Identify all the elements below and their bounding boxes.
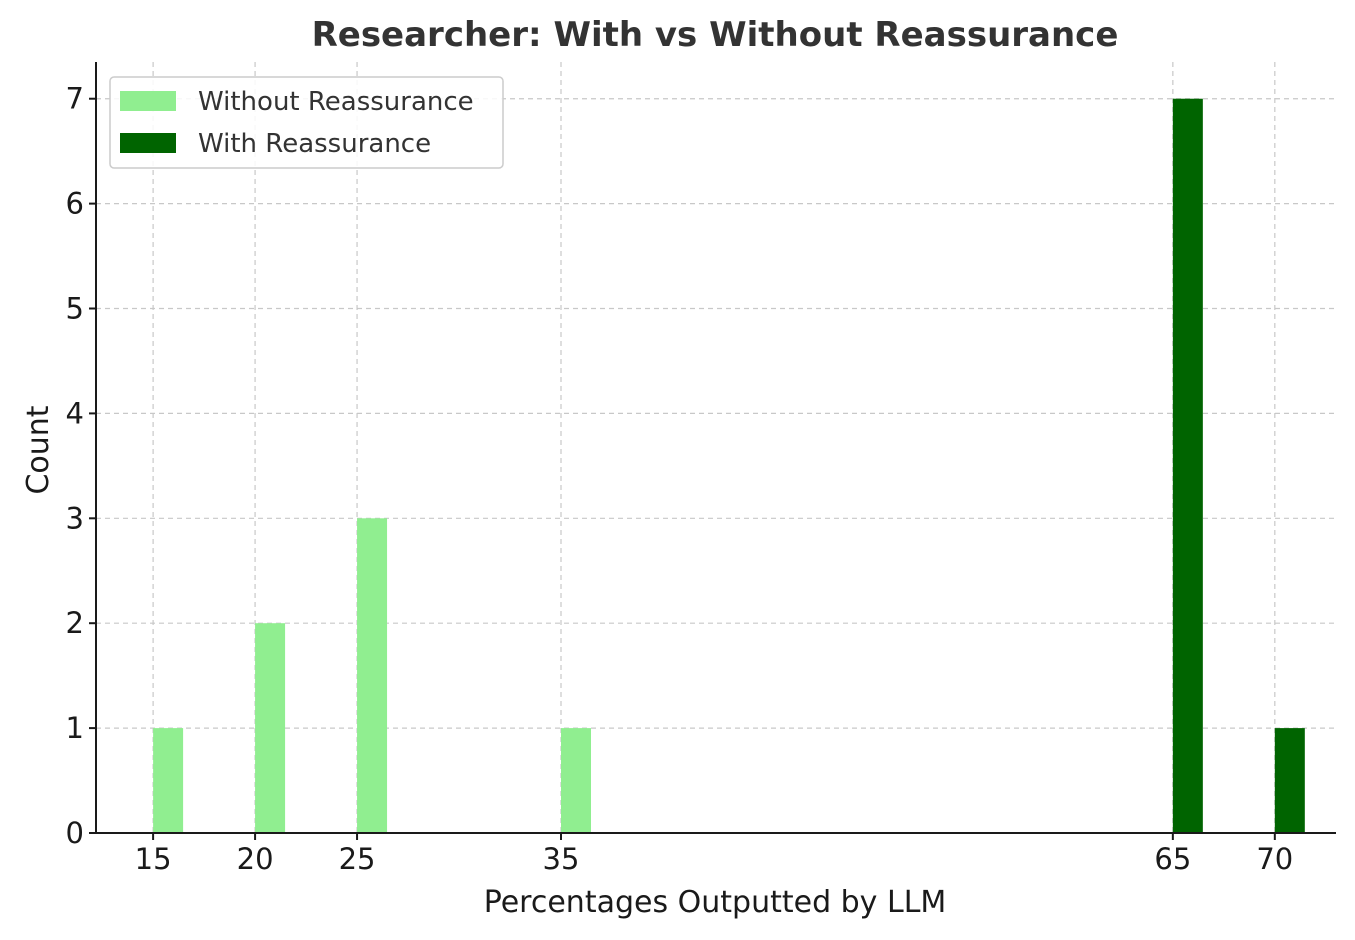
x-tick-label: 20 bbox=[237, 842, 274, 876]
bars bbox=[153, 98, 1305, 833]
y-tick-label: 5 bbox=[66, 292, 84, 326]
bar-without-reassurance-15 bbox=[153, 728, 184, 833]
bar-with-reassurance-70 bbox=[1274, 728, 1305, 833]
axes bbox=[95, 62, 1336, 834]
x-tick-label: 70 bbox=[1256, 842, 1293, 876]
legend: Without Reassurance With Reassurance bbox=[109, 76, 504, 169]
chart-title: Researcher: With vs Without Reassurance bbox=[312, 15, 1119, 55]
y-ticks: 0 1 2 3 4 5 6 7 bbox=[66, 82, 96, 850]
y-tick-label: 7 bbox=[66, 82, 84, 116]
y-tick-label: 3 bbox=[66, 501, 84, 535]
x-tick-label: 65 bbox=[1154, 842, 1191, 876]
y-tick-label: 4 bbox=[66, 396, 84, 430]
y-tick-label: 6 bbox=[66, 187, 84, 221]
x-tick-label: 25 bbox=[339, 842, 376, 876]
y-tick-label: 0 bbox=[66, 816, 84, 850]
bar-without-reassurance-20 bbox=[255, 623, 286, 833]
legend-label-with-reassurance: With Reassurance bbox=[198, 129, 431, 159]
bar-with-reassurance-65 bbox=[1172, 98, 1203, 833]
legend-box bbox=[109, 76, 504, 169]
x-axis-label: Percentages Outputted by LLM bbox=[484, 885, 947, 920]
bar-without-reassurance-25 bbox=[357, 518, 388, 833]
y-tick-label: 1 bbox=[66, 711, 84, 745]
legend-swatch-with-reassurance bbox=[120, 133, 176, 153]
x-ticks: 15 20 25 35 65 70 bbox=[135, 833, 1293, 876]
y-tick-label: 2 bbox=[66, 606, 84, 640]
y-axis-label: Count bbox=[21, 405, 56, 494]
x-tick-label: 15 bbox=[135, 842, 172, 876]
x-tick-label: 35 bbox=[543, 842, 580, 876]
legend-swatch-without-reassurance bbox=[120, 91, 176, 111]
legend-label-without-reassurance: Without Reassurance bbox=[198, 87, 474, 117]
bar-without-reassurance-35 bbox=[561, 728, 591, 833]
